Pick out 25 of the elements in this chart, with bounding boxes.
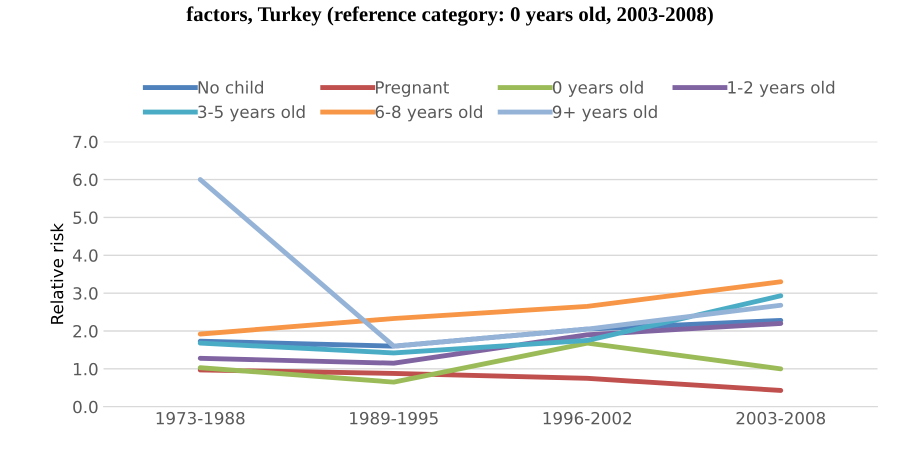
x-tick-label: 1989-1995 (350, 412, 438, 424)
legend-label: No child (198, 80, 263, 94)
y-tick-label: 6.0 (73, 174, 98, 186)
y-tick-label: 5.0 (73, 211, 98, 224)
x-tick-label: 2003-2008 (736, 412, 826, 424)
x-tick-label: 1973-1988 (156, 412, 245, 424)
chart-title: factors, Turkey (reference category: 0 years old, 2003-2008) (186, 6, 713, 26)
y-tick-label: 7.0 (74, 136, 98, 148)
legend-label: 3-5 years old (198, 105, 305, 122)
legend-label: 6-8 years old (376, 105, 482, 122)
legend-label: Pregnant (376, 81, 449, 97)
y-tick-label: 3.0 (73, 287, 98, 300)
line-series (198, 293, 784, 356)
y-tick-label: 4.0 (72, 249, 98, 262)
line-series (198, 279, 784, 336)
line-series (198, 340, 784, 385)
y-tick-label: 0.0 (73, 400, 98, 414)
legend-label: 1-2 years old (728, 80, 834, 97)
line-series (198, 177, 784, 349)
y-tick-label: 1.0 (74, 362, 98, 376)
legend-label: 0 years old (552, 80, 643, 97)
y-axis-title: Relative risk (50, 223, 64, 324)
y-tick-label: 2.0 (73, 324, 98, 338)
legend-label: 9+ years old (552, 105, 657, 122)
x-tick-label: 1996-2002 (544, 412, 632, 424)
